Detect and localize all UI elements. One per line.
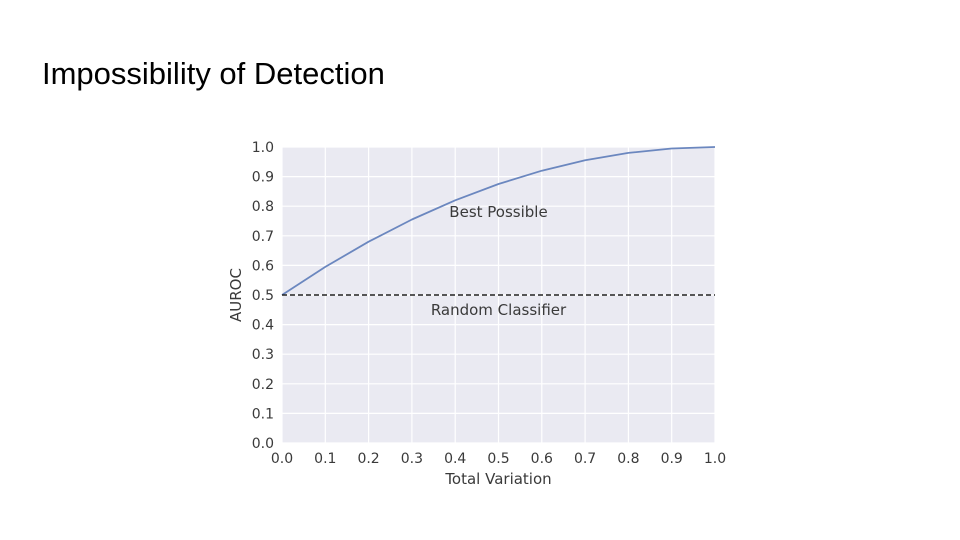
best-possible-curve: [281, 146, 716, 296]
x-tick-label: 0.6: [531, 451, 553, 467]
y-tick-label: 0.2: [252, 377, 274, 393]
series-layer: [281, 146, 716, 296]
y-tick-label: 0.1: [252, 406, 274, 422]
y-tick-label: 0.3: [252, 347, 274, 363]
y-axis-label: AUROC: [227, 268, 245, 322]
annotation-label: Best Possible: [449, 203, 547, 221]
x-tick-label: 0.4: [444, 451, 466, 467]
x-tick-label: 1.0: [704, 451, 726, 467]
annotation-label: Random Classifier: [431, 301, 567, 319]
y-tick-label: 0.9: [252, 170, 274, 186]
slide-title: Impossibility of Detection: [42, 56, 385, 91]
y-tick-label: 1.0: [252, 140, 274, 156]
y-tick-label: 0.5: [252, 288, 274, 304]
annotations: Best Possible Random Classifier: [431, 203, 567, 319]
x-tick-label: 0.3: [401, 451, 423, 467]
x-tick-label: 0.0: [271, 451, 293, 467]
x-tick-label: 0.5: [487, 451, 509, 467]
y-tick-label: 0.8: [252, 199, 274, 215]
x-tick-label: 0.2: [357, 451, 379, 467]
x-tick-label: 0.7: [574, 451, 596, 467]
y-tick-label: 0.4: [252, 318, 274, 334]
x-tick-label: 0.8: [617, 451, 639, 467]
y-tick-label: 0.0: [252, 436, 274, 452]
x-axis-label: Total Variation: [444, 470, 551, 488]
x-tick-label: 0.9: [661, 451, 683, 467]
x-tick-labels: 0.0 0.1 0.2 0.3 0.4 0.5 0.6 0.7 0.8 0.9 1.0: [271, 451, 726, 467]
x-tick-label: 0.1: [314, 451, 336, 467]
y-tick-label: 0.7: [252, 229, 274, 245]
y-tick-labels: 0.0 0.1 0.2 0.3 0.4 0.5 0.6 0.7 0.8 0.9 1.0: [252, 140, 274, 452]
y-tick-label: 0.6: [252, 258, 274, 274]
